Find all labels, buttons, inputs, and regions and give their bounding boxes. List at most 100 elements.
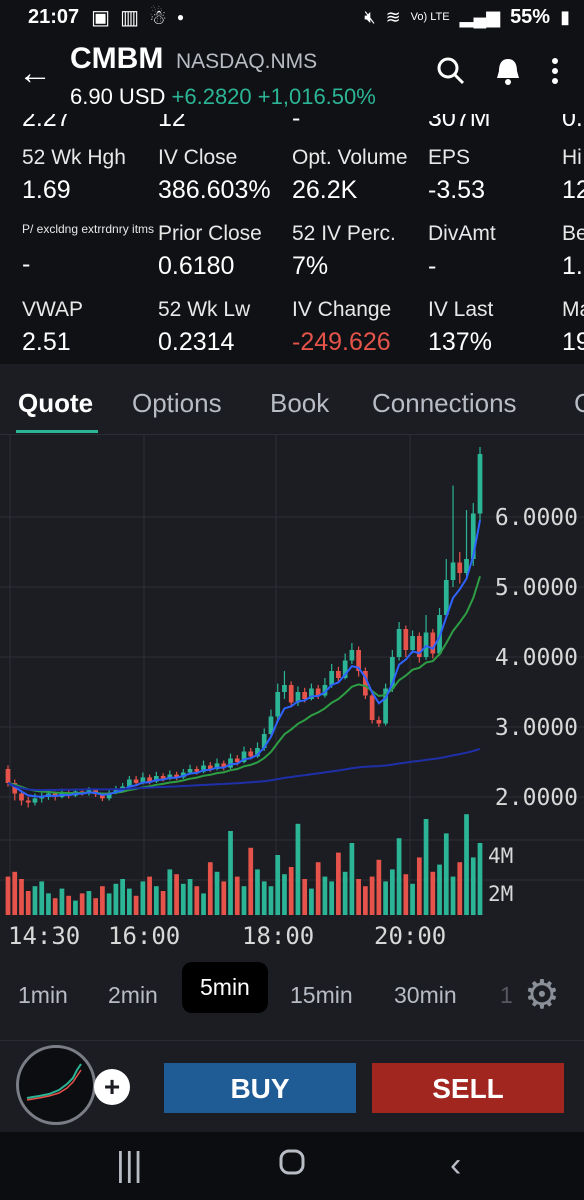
volume-bar bbox=[383, 881, 388, 915]
stat-label: Opt. Volume bbox=[292, 146, 408, 169]
price-axis-label: 5.0000 bbox=[494, 575, 578, 601]
home-icon[interactable] bbox=[278, 1146, 306, 1185]
time-axis-label: 14:30 bbox=[8, 922, 81, 950]
volume-bar bbox=[437, 864, 442, 915]
tab-more[interactable]: C bbox=[574, 388, 584, 418]
candle-body bbox=[356, 650, 361, 671]
search-icon[interactable] bbox=[436, 56, 466, 93]
sell-button[interactable]: SELL bbox=[372, 1063, 564, 1113]
candle-body bbox=[309, 688, 314, 699]
stat-value: 0.6180 bbox=[158, 252, 235, 280]
volume-bar bbox=[302, 879, 308, 915]
volume-bar bbox=[59, 888, 65, 915]
tab-quote[interactable]: Quote bbox=[18, 388, 94, 418]
back-arrow-icon[interactable]: ← bbox=[18, 54, 52, 92]
candle-body bbox=[464, 559, 469, 573]
volume-bar bbox=[369, 876, 375, 915]
stat-value: -3.53 bbox=[428, 176, 485, 204]
stat-value: - bbox=[428, 252, 437, 280]
candle-body bbox=[147, 777, 152, 782]
stat-opt-volume: Opt. Volume 26.2K bbox=[292, 146, 408, 205]
candle-body bbox=[322, 685, 328, 696]
candle-body bbox=[403, 629, 409, 650]
candle-body bbox=[416, 636, 422, 657]
tab-options[interactable]: Options bbox=[132, 388, 222, 418]
candle-body bbox=[32, 798, 38, 803]
volume-bar bbox=[187, 879, 193, 915]
candle-body bbox=[5, 769, 11, 783]
volume-bar bbox=[39, 881, 45, 915]
volume-bar bbox=[207, 862, 213, 915]
candle-body bbox=[194, 769, 200, 772]
interval-30min[interactable]: 30min bbox=[394, 982, 457, 1008]
volume-bar bbox=[241, 886, 247, 915]
chart-icon: ▥ bbox=[120, 6, 139, 29]
volume-bar bbox=[322, 876, 328, 915]
candle-body bbox=[39, 797, 45, 799]
wifi-icon: ≋ bbox=[385, 6, 401, 27]
volume-bar bbox=[5, 876, 11, 915]
tab-connections[interactable]: Connections bbox=[372, 388, 517, 418]
stat-partial-col: Ma 19 bbox=[562, 298, 584, 357]
price-axis-label: 4.0000 bbox=[494, 645, 578, 671]
network-label: Vo) LTE bbox=[410, 11, 450, 23]
candle-body bbox=[396, 629, 402, 657]
recent-apps-icon[interactable]: ||| bbox=[116, 1146, 143, 1184]
volume-bar bbox=[268, 886, 274, 915]
add-alert-icon[interactable]: + bbox=[94, 1069, 130, 1105]
volume-bar bbox=[403, 874, 409, 915]
partial-value: 0. bbox=[562, 114, 583, 132]
candle-body bbox=[315, 688, 321, 696]
interval-15min[interactable]: 15min bbox=[290, 982, 353, 1008]
back-nav-icon[interactable]: ‹ bbox=[450, 1146, 462, 1184]
buy-button[interactable]: BUY bbox=[164, 1063, 356, 1113]
volume-bar bbox=[464, 814, 469, 915]
bell-icon[interactable] bbox=[494, 56, 522, 93]
volume-bar bbox=[315, 862, 321, 915]
chart-thumbnail[interactable] bbox=[16, 1045, 96, 1125]
stat-iv-close: IV Close 386.603% bbox=[158, 146, 271, 205]
stat-value: 19 bbox=[562, 328, 584, 356]
more-menu-icon[interactable] bbox=[550, 56, 560, 93]
stat-value: -249.626 bbox=[292, 328, 391, 356]
quote-header: ← CMBM NASDAQ.NMS 6.90 USD +6.2820 +1,01… bbox=[0, 34, 584, 114]
chart-canvas[interactable] bbox=[0, 435, 584, 955]
price-chart[interactable] bbox=[0, 435, 584, 955]
stat-label: 52 Wk Hgh bbox=[22, 146, 126, 169]
interval-5min[interactable]: 5min bbox=[182, 962, 268, 1013]
stat-partial-col: Hi 12 bbox=[562, 146, 584, 205]
candle-body bbox=[261, 734, 267, 748]
volume-bar bbox=[275, 855, 281, 915]
volume-bar bbox=[457, 862, 463, 915]
volume-bar bbox=[470, 857, 476, 915]
mute-icon: 🔇︎ bbox=[364, 6, 376, 27]
volume-bar bbox=[19, 879, 24, 915]
interval-more[interactable]: 1 bbox=[500, 982, 513, 1008]
candle-body bbox=[248, 751, 254, 757]
volume-bar bbox=[389, 869, 395, 915]
volume-bar bbox=[477, 843, 483, 915]
candle-body bbox=[383, 688, 388, 724]
interval-1min[interactable]: 1min bbox=[18, 982, 68, 1008]
volume-bar bbox=[450, 876, 456, 915]
volume-bar bbox=[295, 823, 301, 915]
signal-icon: ▂▄▆ bbox=[459, 6, 501, 27]
volume-bar bbox=[282, 874, 287, 915]
volume-bar bbox=[221, 881, 227, 915]
volume-bar bbox=[32, 886, 38, 915]
tab-book[interactable]: Book bbox=[270, 388, 330, 418]
moving-average-fast bbox=[7, 520, 481, 798]
status-bar: 21:07 ▣ ▥ ☃ ● 🔇︎ ≋ Vo) LTE ▂▄▆ 55% ▮ bbox=[0, 0, 584, 34]
volume-bar bbox=[106, 893, 112, 915]
candle-body bbox=[100, 794, 105, 799]
interval-selector: 1min 2min 5min 15min 30min 1 ⚙ bbox=[0, 962, 584, 1026]
interval-2min[interactable]: 2min bbox=[108, 982, 158, 1008]
stat-52-iv-perc: 52 IV Perc. 7% bbox=[292, 222, 396, 281]
stat-vwap: VWAP 2.51 bbox=[22, 298, 83, 357]
stat-value: 137% bbox=[428, 328, 492, 356]
candle-body bbox=[133, 779, 139, 783]
time-axis-label: 18:00 bbox=[242, 922, 315, 950]
candle-body bbox=[140, 777, 146, 783]
ticker-symbol: CMBM bbox=[70, 42, 164, 75]
gear-icon[interactable]: ⚙ bbox=[524, 973, 560, 1017]
